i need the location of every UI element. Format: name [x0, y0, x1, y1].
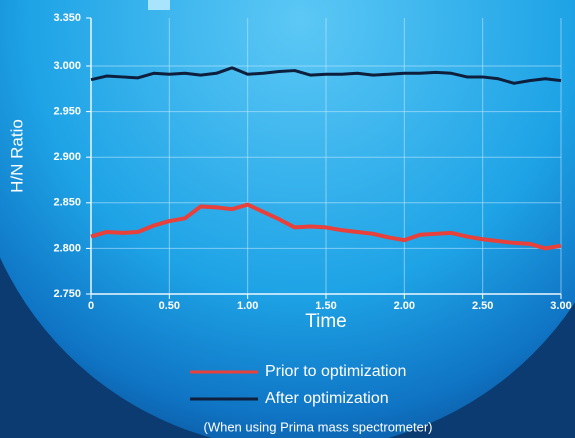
- y-tick-label: 2.850: [53, 197, 81, 209]
- y-tick-label: 2.950: [53, 106, 81, 118]
- x-tick-label: 0.50: [159, 300, 180, 312]
- y-tick-label: 2.800: [53, 242, 81, 254]
- x-tick-label: 3.00: [550, 300, 571, 312]
- decoration: [148, 0, 170, 10]
- x-tick-label: 2.50: [472, 300, 493, 312]
- x-tick-label: 0: [88, 300, 94, 312]
- y-top-label: 3.350: [53, 12, 81, 24]
- x-axis-title: Time: [305, 311, 347, 332]
- series-line: [90, 202, 562, 251]
- legend-label: After optimization: [265, 390, 389, 407]
- y-tick-label: 3.000: [53, 60, 81, 72]
- footnote: (When using Prima mass spectrometer): [203, 419, 432, 434]
- y-tick-label: 2.900: [53, 151, 81, 163]
- legend-label: Prior to optimization: [265, 363, 406, 380]
- x-tick-label: 1.50: [315, 300, 336, 312]
- y-tick-label: 2.750: [53, 288, 81, 300]
- y-axis-title: H/N Ratio: [7, 119, 26, 193]
- x-tick-label: 1.00: [237, 300, 258, 312]
- x-tick-label: 2.00: [394, 300, 415, 312]
- series-line: [90, 66, 562, 85]
